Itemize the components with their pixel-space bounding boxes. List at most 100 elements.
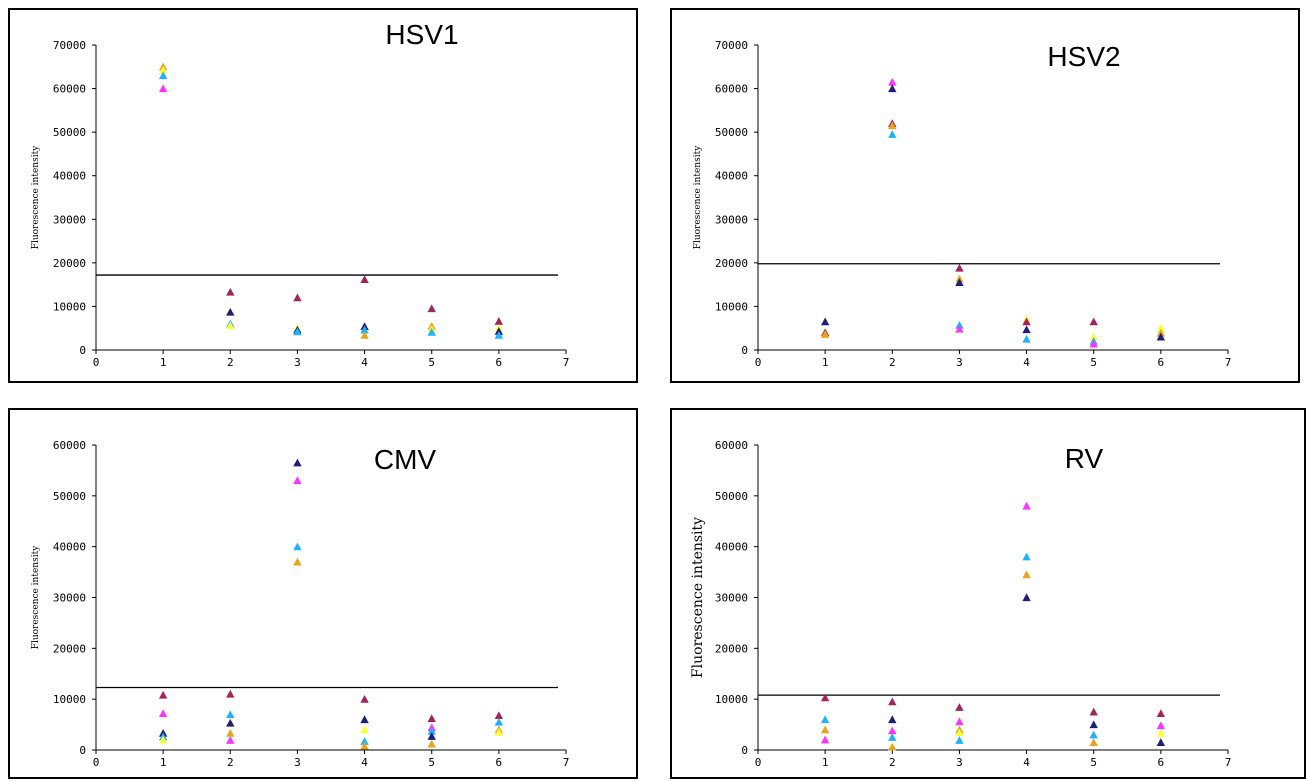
y-axis-label-cmv: Fluorescence intensity bbox=[31, 545, 41, 650]
data-point-hsv2 bbox=[955, 278, 964, 287]
y-axis-label-rv: Fluorescence intensity bbox=[690, 517, 706, 678]
y-tick-label-hsv1: 30000 bbox=[53, 213, 86, 226]
x-tick-label-cmv: 3 bbox=[294, 756, 301, 769]
x-tick-label-hsv2: 3 bbox=[956, 356, 963, 369]
chart-title-hsv1: HSV1 bbox=[385, 19, 458, 50]
x-tick-label-cmv: 2 bbox=[227, 756, 234, 769]
y-tick-label-hsv1: 10000 bbox=[53, 300, 86, 313]
y-tick-label-rv: 60000 bbox=[715, 439, 748, 452]
data-point-hsv2 bbox=[1022, 334, 1031, 343]
x-tick-label-hsv2: 7 bbox=[1225, 356, 1232, 369]
data-point-rv bbox=[1022, 552, 1031, 561]
y-tick-label-hsv2: 50000 bbox=[715, 126, 748, 139]
data-point-hsv1 bbox=[293, 327, 302, 336]
data-point-rv bbox=[1022, 570, 1031, 579]
data-point-rv bbox=[1089, 707, 1098, 716]
data-point-hsv2 bbox=[820, 330, 830, 338]
x-tick-label-hsv2: 2 bbox=[889, 356, 896, 369]
x-tick-label-cmv: 0 bbox=[93, 756, 100, 769]
data-point-cmv bbox=[226, 736, 235, 744]
data-point-hsv2 bbox=[955, 263, 964, 272]
data-point-hsv2 bbox=[1089, 339, 1098, 348]
data-point-rv bbox=[888, 697, 897, 706]
y-tick-label-cmv: 20000 bbox=[53, 642, 86, 655]
data-point-cmv bbox=[494, 711, 504, 720]
y-tick-label-hsv2: 20000 bbox=[715, 257, 748, 270]
data-point-cmv bbox=[360, 715, 369, 724]
data-point-hsv1 bbox=[158, 84, 168, 93]
data-point-rv bbox=[888, 715, 897, 724]
data-point-cmv bbox=[427, 714, 436, 723]
x-tick-label-hsv1: 6 bbox=[496, 356, 503, 369]
y-tick-label-cmv: 10000 bbox=[53, 693, 86, 706]
y-tick-label-rv: 0 bbox=[741, 744, 748, 757]
data-point-rv bbox=[955, 728, 964, 737]
data-point-rv bbox=[1022, 501, 1031, 510]
chart-panel-hsv1: 0 10000 20000 30000 40000 50000 60000 70000 0 1 2 3… bbox=[8, 8, 638, 383]
data-point-hsv1 bbox=[427, 304, 436, 313]
x-tick-label-rv: 4 bbox=[1023, 756, 1030, 769]
x-tick-label-hsv1: 5 bbox=[428, 356, 435, 369]
data-point-cmv bbox=[226, 729, 235, 737]
chart-panel-rv: 0 10000 20000 30000 40000 50000 60000 0 1 2 3 4 5 6 7 F… bbox=[670, 408, 1306, 779]
x-tick-label-hsv2: 0 bbox=[755, 356, 762, 369]
y-tick-label-hsv2: 40000 bbox=[715, 170, 748, 183]
data-point-hsv2 bbox=[1156, 328, 1166, 337]
x-tick-label-cmv: 1 bbox=[160, 756, 167, 769]
data-point-cmv bbox=[226, 689, 235, 698]
data-point-rv bbox=[955, 736, 964, 744]
y-tick-label-cmv: 50000 bbox=[53, 490, 86, 503]
y-tick-label-cmv: 60000 bbox=[53, 439, 86, 452]
data-point-rv bbox=[955, 717, 964, 726]
data-point-hsv1 bbox=[226, 321, 235, 330]
data-point-hsv1 bbox=[494, 327, 504, 335]
data-point-cmv bbox=[158, 690, 168, 699]
x-tick-label-rv: 0 bbox=[755, 756, 762, 769]
y-tick-label-hsv1: 40000 bbox=[53, 170, 86, 183]
x-tick-label-hsv1: 7 bbox=[563, 356, 570, 369]
x-tick-label-rv: 3 bbox=[956, 756, 963, 769]
data-point-hsv2 bbox=[820, 317, 830, 326]
data-point-cmv bbox=[360, 741, 369, 750]
chart-panel-hsv2: 0 10000 20000 30000 40000 50000 60000 70000 0 1 2 3… bbox=[670, 8, 1300, 383]
data-point-hsv1 bbox=[226, 307, 235, 316]
data-point-cmv bbox=[494, 728, 504, 736]
data-point-cmv bbox=[494, 717, 504, 726]
data-point-rv bbox=[1156, 709, 1166, 717]
x-tick-label-hsv1: 0 bbox=[93, 356, 100, 369]
data-point-cmv bbox=[226, 710, 235, 718]
chart-title-cmv: CMV bbox=[374, 444, 437, 475]
y-tick-label-hsv2: 60000 bbox=[715, 83, 748, 96]
data-point-cmv bbox=[427, 732, 436, 740]
y-tick-label-hsv1: 20000 bbox=[53, 257, 86, 270]
data-point-rv bbox=[888, 733, 897, 741]
data-point-hsv2 bbox=[1156, 332, 1166, 341]
x-tick-label-cmv: 7 bbox=[563, 756, 570, 769]
data-point-rv bbox=[820, 693, 830, 702]
y-tick-label-hsv2: 10000 bbox=[715, 300, 748, 313]
x-tick-label-hsv1: 4 bbox=[361, 356, 368, 369]
data-point-rv bbox=[820, 735, 830, 744]
data-point-rv bbox=[1089, 720, 1098, 729]
data-point-cmv bbox=[293, 458, 302, 467]
y-tick-label-rv: 50000 bbox=[715, 490, 748, 503]
x-tick-label-hsv1: 1 bbox=[160, 356, 167, 369]
data-point-hsv2 bbox=[888, 121, 897, 130]
x-tick-label-hsv1: 3 bbox=[294, 356, 301, 369]
data-point-cmv bbox=[427, 739, 436, 748]
data-point-cmv bbox=[360, 725, 369, 734]
data-point-cmv bbox=[360, 737, 369, 745]
data-point-hsv1 bbox=[360, 325, 369, 334]
data-point-hsv2 bbox=[888, 84, 897, 93]
data-point-hsv2 bbox=[1022, 317, 1031, 326]
data-point-hsv1 bbox=[158, 71, 168, 80]
data-point-rv bbox=[1156, 729, 1166, 737]
data-point-rv bbox=[955, 703, 964, 711]
data-point-hsv2 bbox=[1089, 332, 1098, 341]
y-tick-label-rv: 30000 bbox=[715, 592, 748, 605]
data-point-rv bbox=[1156, 721, 1166, 730]
x-tick-label-rv: 6 bbox=[1158, 756, 1165, 769]
data-point-hsv1 bbox=[293, 293, 302, 302]
x-tick-label-rv: 7 bbox=[1225, 756, 1232, 769]
data-point-cmv bbox=[158, 709, 168, 717]
